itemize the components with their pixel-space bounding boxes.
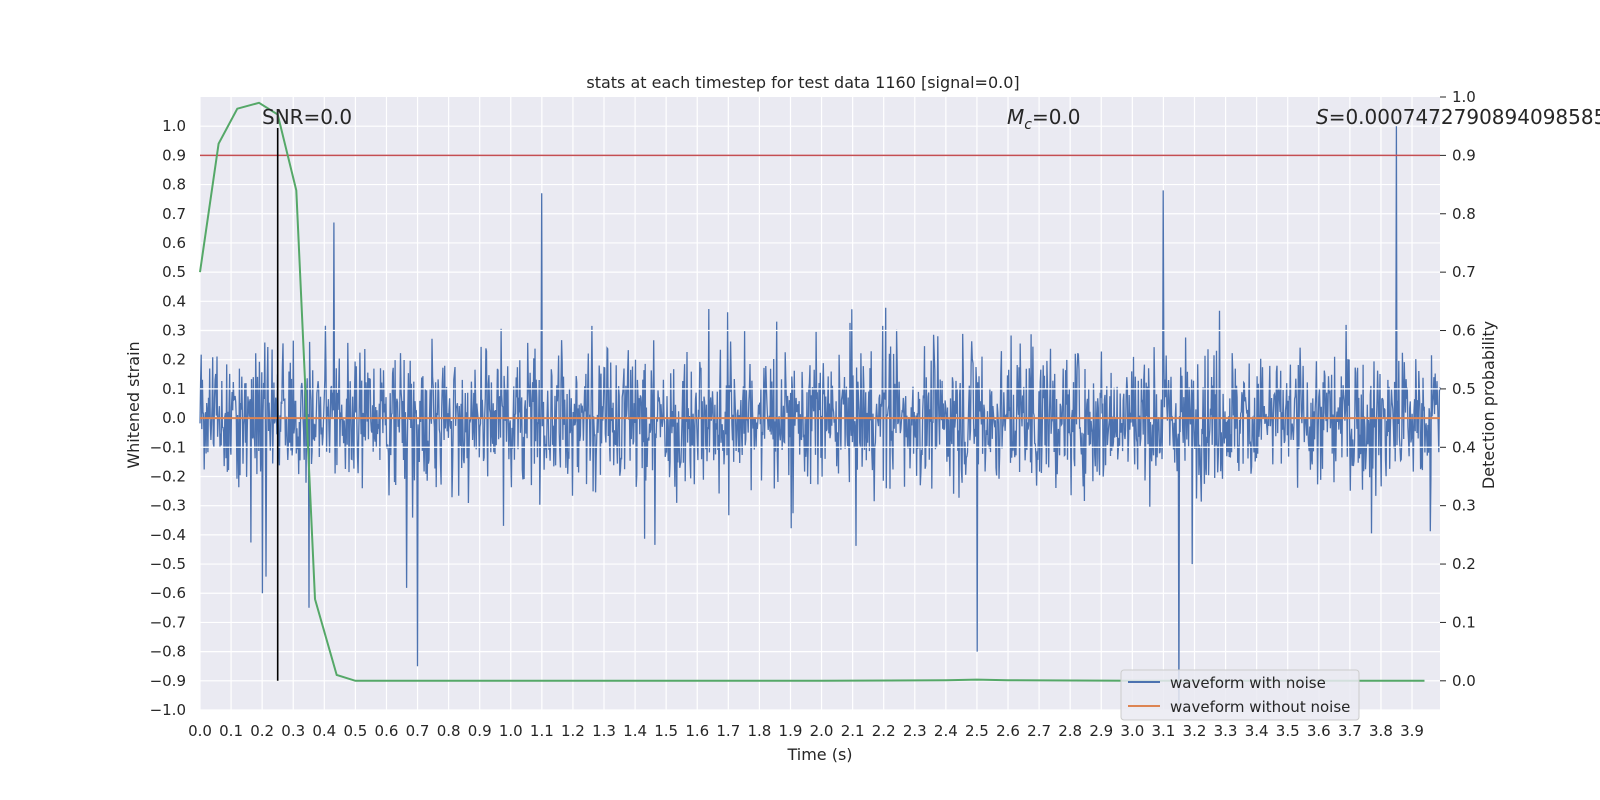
x-tick-label-17: 1.7: [716, 722, 740, 740]
x-axis-label: Time (s): [786, 745, 852, 764]
y2-tick-label-8: 0.2: [1452, 555, 1476, 573]
y-tick-label-12: −0.2: [150, 467, 186, 485]
y-tick-label-6: 0.4: [162, 292, 186, 310]
x-tick-label-11: 1.1: [530, 722, 554, 740]
x-tick-label-16: 1.6: [685, 722, 709, 740]
y-tick-label-8: 0.2: [162, 351, 186, 369]
x-tick-label-1: 0.1: [219, 722, 243, 740]
x-tick-label-39: 3.9: [1400, 722, 1424, 740]
x-tick-label-14: 1.4: [623, 722, 647, 740]
x-tick-label-13: 1.3: [592, 722, 616, 740]
y-tick-label-7: 0.3: [162, 322, 186, 340]
y-axis-label: Whitened strain: [124, 341, 143, 468]
x-tick-label-19: 1.9: [779, 722, 803, 740]
y-tick-label-5: 0.5: [162, 263, 186, 281]
chart-title: stats at each timestep for test data 116…: [586, 73, 1019, 92]
y2-tick-label-3: 0.7: [1452, 263, 1476, 281]
y-tick-label-20: −1.0: [150, 701, 186, 719]
y-axis-ticks: 1.0 0.9 0.8 0.7 0.6 0.5 0.4 0.3 0.2 0.1 0.0 −0.1 −0.…: [150, 117, 186, 719]
x-tick-label-26: 2.6: [996, 722, 1020, 740]
y2-tick-label-9: 0.1: [1452, 613, 1476, 631]
y2-tick-label-7: 0.3: [1452, 497, 1476, 515]
legend-label-noise: waveform with noise: [1170, 674, 1326, 692]
x-tick-label-30: 3.0: [1120, 722, 1144, 740]
y-tick-label-19: −0.9: [150, 672, 186, 690]
x-tick-label-20: 2.0: [810, 722, 834, 740]
annotation-mc: Mc=0.0: [1007, 105, 1081, 133]
series-detection-probability: [199, 101, 1425, 682]
legend: waveform with noise waveform without noi…: [1120, 669, 1360, 721]
y2-tick-label-4: 0.6: [1452, 322, 1476, 340]
x-tick-label-38: 3.8: [1369, 722, 1393, 740]
x-tick-label-3: 0.3: [281, 722, 305, 740]
x-tick-label-36: 3.6: [1307, 722, 1331, 740]
y2-tick-label-10: 0.0: [1452, 672, 1476, 690]
y2-tick-label-5: 0.5: [1452, 380, 1476, 398]
x-tick-label-34: 3.4: [1245, 722, 1269, 740]
x-tick-label-35: 3.5: [1276, 722, 1300, 740]
y2-tick-label-2: 0.8: [1452, 205, 1476, 223]
x-tick-label-32: 3.2: [1183, 722, 1207, 740]
annotation-snr: SNR=0.0: [262, 105, 352, 129]
x-tick-label-31: 3.1: [1151, 722, 1175, 740]
y-tick-label-11: −0.1: [150, 438, 186, 456]
annotation-s: S=0.0007472790894098585: [1316, 105, 1600, 129]
y-tick-label-1: 0.9: [162, 146, 186, 164]
y-tick-label-17: −0.7: [150, 613, 186, 631]
x-tick-label-29: 2.9: [1089, 722, 1113, 740]
y-tick-label-2: 0.8: [162, 176, 186, 194]
x-tick-label-28: 2.8: [1058, 722, 1082, 740]
x-tick-label-15: 1.5: [654, 722, 678, 740]
x-tick-label-22: 2.2: [872, 722, 896, 740]
x-tick-label-23: 2.3: [903, 722, 927, 740]
x-tick-label-10: 1.0: [499, 722, 523, 740]
x-tick-label-33: 3.3: [1214, 722, 1238, 740]
x-tick-label-24: 2.4: [934, 722, 958, 740]
x-tick-label-37: 3.7: [1338, 722, 1362, 740]
x-tick-label-18: 1.8: [747, 722, 771, 740]
x-tick-label-27: 2.7: [1027, 722, 1051, 740]
x-tick-label-2: 0.2: [250, 722, 274, 740]
x-tick-label-4: 0.4: [312, 722, 336, 740]
y-tick-label-15: −0.5: [150, 555, 186, 573]
y2-tick-label-0: 1.0: [1452, 88, 1476, 106]
y-tick-label-3: 0.7: [162, 205, 186, 223]
x-tick-label-6: 0.6: [375, 722, 399, 740]
y-tick-label-16: −0.6: [150, 584, 186, 602]
y2-axis-ticks: 1.0 0.9 0.8 0.7 0.6 0.5 0.4 0.3 0.2 0.1 0.0: [1440, 88, 1476, 690]
x-axis-ticks: 0.0 0.1 0.2 0.3 0.4 0.5 0.6 0.7 0.8 0.9 1.0 1.1 1.2 1…: [188, 722, 1424, 740]
y-tick-label-14: −0.4: [150, 526, 186, 544]
y-tick-label-0: 1.0: [162, 117, 186, 135]
x-tick-label-0: 0.0: [188, 722, 212, 740]
x-tick-label-25: 2.5: [965, 722, 989, 740]
x-tick-label-12: 1.2: [561, 722, 585, 740]
legend-box: [1120, 669, 1360, 721]
noise-trace: [199, 126, 1441, 705]
y-tick-label-10: 0.0: [162, 409, 186, 427]
y2-tick-label-6: 0.4: [1452, 438, 1476, 456]
x-tick-label-7: 0.7: [406, 722, 430, 740]
x-tick-label-9: 0.9: [468, 722, 492, 740]
y-tick-label-9: 0.1: [162, 380, 186, 398]
y2-axis-label: Detection probability: [1479, 321, 1498, 489]
y-tick-label-18: −0.8: [150, 643, 186, 661]
legend-label-clean: waveform without noise: [1170, 698, 1350, 716]
series-waveform-with-noise: [199, 126, 1441, 705]
y-tick-label-13: −0.3: [150, 497, 186, 515]
y2-tick-label-1: 0.9: [1452, 146, 1476, 164]
x-tick-label-8: 0.8: [437, 722, 461, 740]
x-tick-label-21: 2.1: [841, 722, 865, 740]
y-tick-label-4: 0.6: [162, 234, 186, 252]
x-tick-label-5: 0.5: [343, 722, 367, 740]
